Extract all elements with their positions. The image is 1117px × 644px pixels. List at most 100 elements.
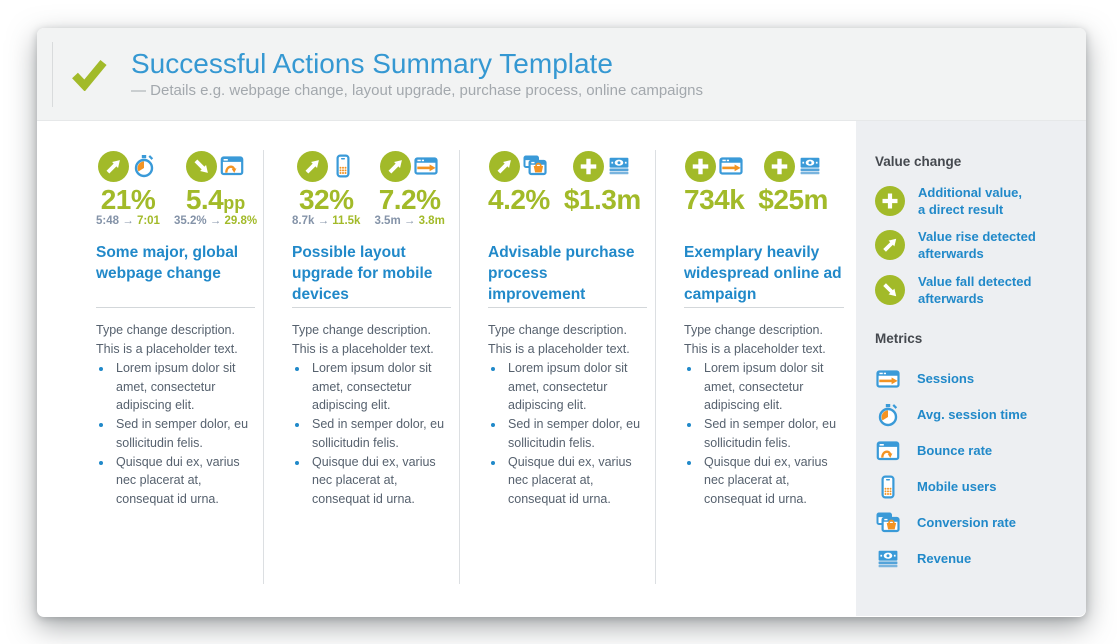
icon-pair bbox=[489, 150, 548, 182]
description-text: Type change description. This is a placeh… bbox=[684, 323, 826, 357]
conversion-rate-icon bbox=[522, 153, 548, 179]
bullet-item: Sed in semper dolor, eu sollicitudin fel… bbox=[113, 415, 255, 453]
icon-pair bbox=[380, 150, 439, 182]
metric-label: Conversion rate bbox=[917, 515, 1016, 531]
bullet-item: Quisque dui ex, varius nec placerat at, … bbox=[505, 453, 647, 509]
bullet-item: Quisque dui ex, varius nec placerat at, … bbox=[309, 453, 451, 509]
revenue-icon bbox=[606, 153, 632, 179]
action-column-webpage-change: 21% 5:48 → 7:01 5.4pp 35.2% → 29.8% bbox=[68, 150, 264, 584]
arrow-glyph: → bbox=[317, 215, 330, 228]
column-divider bbox=[292, 307, 451, 309]
stats-row: 734k $25m bbox=[684, 150, 844, 230]
column-title: Advisable purchase process improvement bbox=[488, 244, 635, 304]
value-rise-icon bbox=[489, 151, 520, 182]
direct-value-icon bbox=[573, 151, 604, 182]
metric-label: Revenue bbox=[917, 551, 972, 567]
icon-pair bbox=[685, 150, 744, 182]
metric-item-sessions: Sessions bbox=[875, 361, 1074, 397]
stat-group: 7.2% 3.5m → 3.8m bbox=[374, 150, 445, 230]
stat-group: 21% 5:48 → 7:01 bbox=[96, 150, 160, 230]
column-description: Type change description. This is a placeh… bbox=[96, 321, 255, 509]
stats-row: 4.2% $1.3m bbox=[488, 150, 647, 230]
arrow-down-circle-icon bbox=[875, 275, 905, 305]
direct-value-icon bbox=[685, 151, 716, 182]
bullet-list: Lorem ipsum dolor sit amet, consectetur … bbox=[96, 359, 255, 509]
stat-value: 32% bbox=[298, 184, 354, 215]
arrow-glyph: → bbox=[403, 215, 416, 228]
columns-area: 21% 5:48 → 7:01 5.4pp 35.2% → 29.8% bbox=[37, 121, 856, 616]
bullet-item: Quisque dui ex, varius nec placerat at, … bbox=[701, 453, 844, 509]
stat-value: 7.2% bbox=[378, 184, 441, 215]
action-column-online-ad-campaign: 734k $25m Exemplary heavily bbox=[656, 150, 852, 584]
slide-header: Successful Actions Summary Template — De… bbox=[37, 28, 1086, 121]
stat-change: 8.7k → 11.5k bbox=[292, 215, 361, 228]
bullet-item: Sed in semper dolor, eu sollicitudin fel… bbox=[701, 415, 844, 453]
value-change-heading: Value change bbox=[875, 154, 962, 169]
value-rise-icon bbox=[380, 151, 411, 182]
metric-label: Mobile users bbox=[917, 479, 997, 495]
plus-circle-icon bbox=[875, 186, 905, 216]
metric-item-conversion-rate: Conversion rate bbox=[875, 505, 1074, 541]
conversion-rate-icon bbox=[875, 510, 901, 536]
stat-value: 4.2% bbox=[488, 184, 550, 215]
legend-item-direct-value: Additional value, a direct result bbox=[875, 184, 1074, 218]
stat-change: 3.5m → 3.8m bbox=[374, 215, 445, 228]
stat-value: 21% bbox=[100, 184, 156, 215]
stat-group: 5.4pp 35.2% → 29.8% bbox=[174, 150, 257, 230]
icon-pair bbox=[297, 150, 356, 182]
legend-label: Value fall detected afterwards bbox=[918, 273, 1032, 306]
mobile-users-icon bbox=[875, 474, 901, 500]
page-subtitle: — Details e.g. webpage change, layout up… bbox=[131, 82, 704, 100]
value-fall-icon bbox=[186, 151, 217, 182]
description-text: Type change description. This is a placeh… bbox=[488, 323, 630, 357]
bullet-item: Quisque dui ex, varius nec placerat at, … bbox=[113, 453, 255, 509]
arrow-glyph: → bbox=[209, 215, 222, 228]
bullet-item: Lorem ipsum dolor sit amet, consectetur … bbox=[113, 359, 255, 415]
stat-group: 734k bbox=[684, 150, 745, 230]
column-description: Type change description. This is a placeh… bbox=[292, 321, 451, 509]
column-title: Exemplary heavily widespread online ad c… bbox=[684, 244, 842, 304]
column-description: Type change description. This is a placeh… bbox=[684, 321, 844, 509]
metrics-heading: Metrics bbox=[875, 330, 923, 346]
legend-item-value-fall: Value fall detected afterwards bbox=[875, 273, 1074, 307]
column-divider bbox=[488, 307, 647, 309]
description-text: Type change description. This is a placeh… bbox=[292, 323, 434, 357]
metric-label: Bounce rate bbox=[917, 443, 993, 459]
metric-item-mobile-users: Mobile users bbox=[875, 469, 1074, 505]
revenue-icon bbox=[797, 153, 823, 179]
metric-item-bounce-rate: Bounce rate bbox=[875, 433, 1074, 469]
metric-label: Sessions bbox=[917, 371, 975, 387]
stat-value: 734k bbox=[684, 184, 745, 215]
stat-value: $25m bbox=[758, 184, 828, 215]
legend-label: Additional value, a direct result bbox=[918, 185, 1023, 218]
bullet-list: Lorem ipsum dolor sit amet, consectetur … bbox=[292, 359, 451, 509]
checkmark-icon bbox=[72, 59, 107, 91]
metric-item-revenue: Revenue bbox=[875, 541, 1074, 577]
metric-item-avg-session-time: Avg. session time bbox=[875, 397, 1074, 433]
bounce-rate-icon bbox=[875, 438, 901, 464]
action-column-purchase-process: 4.2% $1.3m Advisable purchas bbox=[460, 150, 656, 584]
bullet-item: Lorem ipsum dolor sit amet, consectetur … bbox=[505, 359, 647, 415]
header-accent-line bbox=[52, 42, 53, 107]
stat-value: $1.3m bbox=[563, 184, 641, 215]
sessions-icon bbox=[413, 153, 439, 179]
icon-pair bbox=[98, 150, 157, 182]
arrow-up-circle-icon bbox=[875, 230, 905, 260]
column-title: Possible layout upgrade for mobile devic… bbox=[292, 244, 433, 304]
sessions-icon bbox=[875, 366, 901, 392]
arrow-glyph: → bbox=[122, 215, 134, 228]
stat-value: 5.4pp bbox=[185, 184, 246, 215]
sessions-icon bbox=[718, 153, 744, 179]
stat-change: 5:48 → 7:01 bbox=[96, 215, 160, 228]
stat-change: 35.2% → 29.8% bbox=[173, 215, 258, 228]
page-title: Successful Actions Summary Template bbox=[131, 47, 613, 79]
legend-item-value-rise: Value rise detected afterwards bbox=[875, 228, 1074, 262]
value-rise-icon bbox=[98, 151, 129, 182]
stopwatch-icon bbox=[875, 402, 901, 428]
bullet-list: Lorem ipsum dolor sit amet, consectetur … bbox=[488, 359, 647, 509]
column-description: Type change description. This is a placeh… bbox=[488, 321, 647, 509]
stat-group: 4.2% bbox=[488, 150, 550, 230]
direct-value-icon bbox=[764, 151, 795, 182]
icon-pair bbox=[186, 150, 245, 182]
icon-pair bbox=[573, 150, 632, 182]
